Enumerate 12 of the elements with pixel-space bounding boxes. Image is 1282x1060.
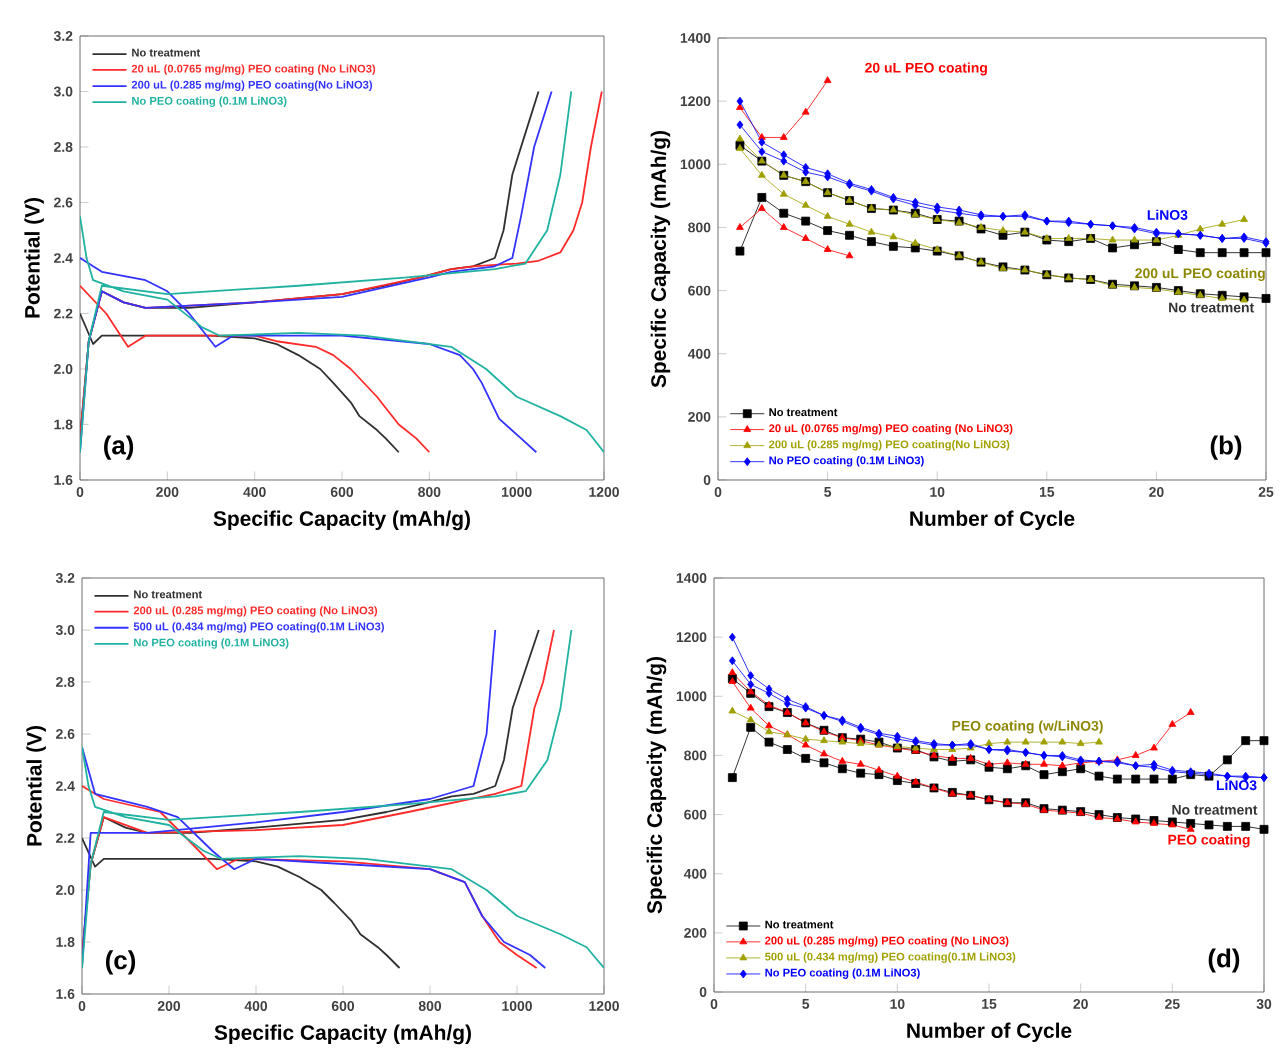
- x-axis-title: Number of Cycle: [910, 510, 1075, 531]
- annotation: (b): [1210, 435, 1242, 460]
- annotation: (a): [104, 435, 134, 460]
- x-axis-title: Specific Capacity (mAh/g): [213, 510, 470, 531]
- y-axis-title: Potential (V): [26, 726, 46, 846]
- y-axis-title: Potential (V): [24, 198, 44, 318]
- annotation: (d): [1208, 948, 1240, 973]
- x-axis-title: Number of Cycle: [907, 1022, 1072, 1043]
- y-axis-title: Specific Capacity (mAh/g): [650, 131, 671, 388]
- annotation: (c): [105, 950, 136, 975]
- y-axis-title: Specific Capacity (mAh/g): [646, 657, 667, 914]
- x-axis-title: Specific Capacity (mAh/g): [214, 1024, 471, 1045]
